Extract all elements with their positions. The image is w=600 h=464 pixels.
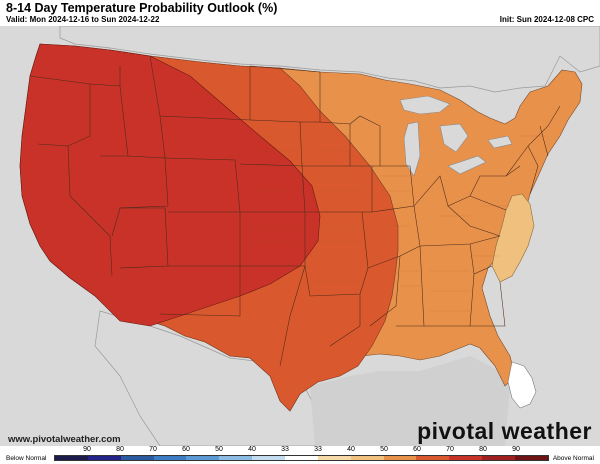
legend-tick-label: 90 [83,446,91,453]
canada-land [59,26,600,93]
legend-swatch [219,456,253,460]
legend-tick-label: 50 [215,446,223,453]
legend-tick-label: 33 [314,446,322,453]
init-time: Init: Sun 2024-12-08 CPC [499,15,594,24]
map-svg [0,26,600,446]
legend-tick-label: 50 [380,446,388,453]
legend-colorbar [54,455,549,461]
lake-ontario [487,135,513,149]
lake-erie [447,155,487,175]
legend-swatch [482,456,516,460]
legend-swatch [416,456,450,460]
brand-logo: pivotal weather [417,418,592,444]
legend-tick-label: 60 [182,446,190,453]
legend-tick-label: 40 [248,446,256,453]
legend-tick-label: 80 [116,446,124,453]
lake-huron [439,123,469,153]
legend-swatch [120,456,154,460]
state-borders [29,55,561,367]
legend-tick-label: 70 [149,446,157,453]
legend-tick-label: 70 [446,446,454,453]
conus-above-40-50 [491,193,535,283]
source-url: www.pivotalweather.com [8,434,121,445]
legend-swatch [55,456,88,460]
legend-swatch [515,456,548,460]
lake-superior [399,95,451,115]
legend-ticks: 90 80 70 60 50 40 33 33 40 50 60 70 80 90 [54,446,549,455]
valid-period: Valid: Mon 2024-12-16 to Sun 2024-12-22 [6,15,160,24]
legend-tick-label: 60 [413,446,421,453]
legend-above-label: Above Normal [552,455,594,462]
legend-tick-label: 80 [479,446,487,453]
legend: Below Normal Above Normal 90 80 70 60 50 40 33… [0,446,600,464]
legend-tick-label: 90 [512,446,520,453]
legend-swatch [252,456,286,460]
florida-normal [507,361,537,409]
conus-above-70-80 [19,43,321,327]
legend-swatch [350,456,384,460]
legend-swatch [285,456,318,460]
map-area [0,26,600,446]
legend-swatch [87,456,121,460]
map-title: 8-14 Day Temperature Probability Outlook… [6,1,278,15]
county-texture [250,135,545,312]
lake-michigan [403,121,421,177]
legend-tick-label: 40 [347,446,355,453]
legend-swatch [186,456,220,460]
legend-swatch [449,456,483,460]
legend-tick-label: 33 [281,446,289,453]
legend-below-label: Below Normal [6,455,47,462]
header: 8-14 Day Temperature Probability Outlook… [0,0,600,26]
legend-swatch [153,456,187,460]
gulf-of-mexico [310,356,510,446]
legend-swatch [317,456,351,460]
legend-swatch [383,456,417,460]
